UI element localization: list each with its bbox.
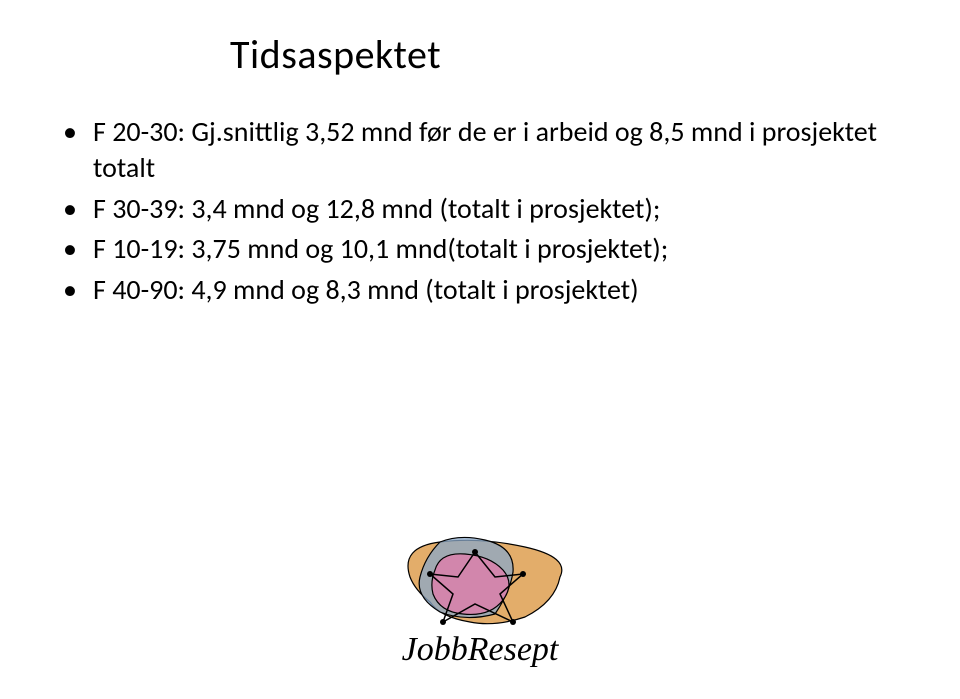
- bullet-list: F 20-30: Gj.snittlig 3,52 mnd før de er …: [55, 114, 910, 308]
- star-dot: [510, 619, 516, 625]
- star-dot: [472, 549, 478, 555]
- bullet-item: F 30-39: 3,4 mnd og 12,8 mnd (totalt i p…: [55, 191, 910, 227]
- star-dot: [440, 619, 446, 625]
- slide: Tidsaspektet F 20-30: Gj.snittlig 3,52 m…: [0, 0, 960, 699]
- logo: JobbResept: [0, 522, 960, 669]
- bullet-item: F 10-19: 3,75 mnd og 10,1 mnd(totalt i p…: [55, 231, 910, 267]
- star-dot: [520, 571, 526, 577]
- slide-title: Tidsaspektet: [230, 30, 910, 79]
- star-dot: [427, 571, 433, 577]
- logo-svg: [385, 522, 575, 637]
- logo-graphic: [385, 522, 575, 637]
- bullet-item: F 40-90: 4,9 mnd og 8,3 mnd (totalt i pr…: [55, 272, 910, 308]
- bullet-item: F 20-30: Gj.snittlig 3,52 mnd før de er …: [55, 114, 910, 187]
